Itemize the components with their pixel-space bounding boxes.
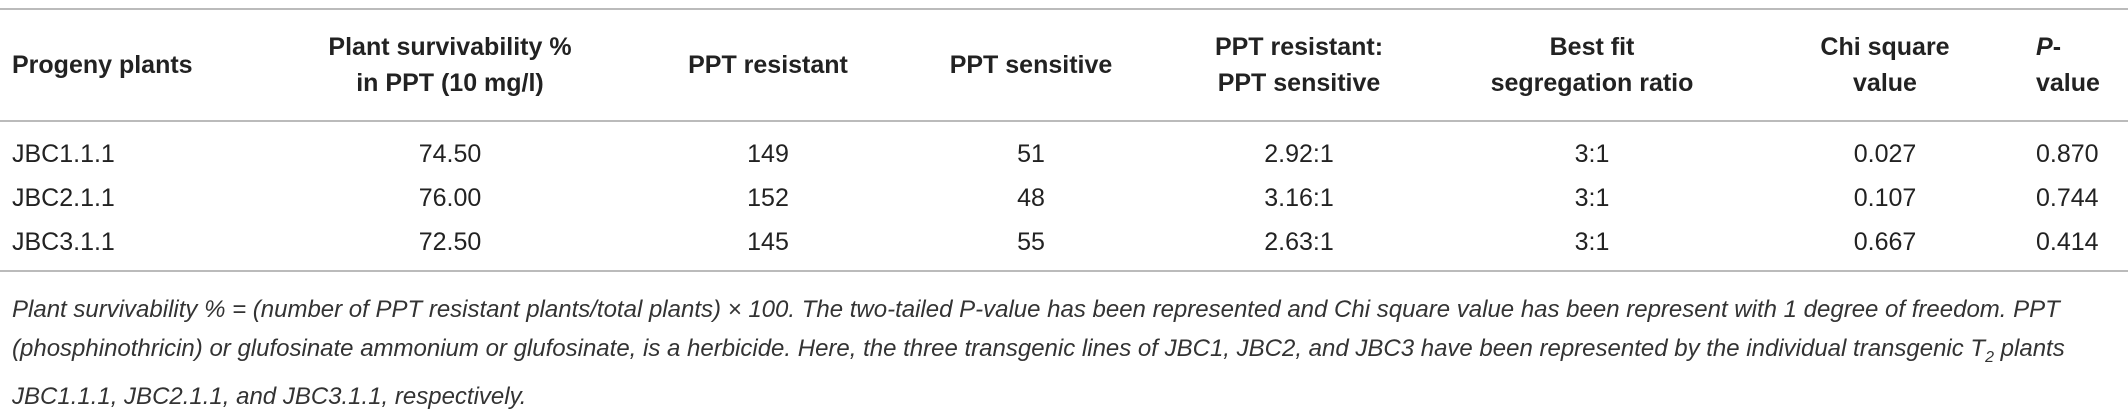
table-cell: 2.92:1: [1264, 139, 1334, 168]
table-cell: 0.870: [2036, 139, 2099, 168]
header-cell: P-value: [2024, 9, 2128, 121]
table-row: JBC3.1.1 72.50 145 55 2.63:1 3:1 0.667 0.414: [0, 220, 2128, 271]
header-cell: PPT resistant: [634, 9, 902, 121]
table-cell: 3:1: [1574, 139, 1610, 168]
header-text: Chi square: [1820, 33, 1950, 61]
table-cell: 0.667: [1853, 227, 1917, 256]
footnote: Plant survivability % = (number of PPT r…: [12, 290, 2116, 416]
table-cell: 48: [1017, 183, 1045, 212]
table-header: Progeny plants Plant survivability % in P…: [0, 9, 2128, 121]
header-text: -value: [2036, 33, 2100, 97]
header-text: PPT resistant:: [1214, 33, 1384, 61]
table-cell: 72.50: [418, 227, 482, 256]
table-cell: 149: [747, 139, 789, 168]
table-cell: JBC2.1.1: [12, 183, 115, 212]
table-cell: 76.00: [418, 183, 482, 212]
header-text: PPT sensitive: [1217, 69, 1381, 97]
header-cell: Chi square value: [1746, 9, 2024, 121]
header-cell: Progeny plants: [0, 9, 266, 121]
table-cell: 74.50: [418, 139, 482, 168]
header-text: PPT sensitive: [949, 51, 1113, 79]
table-cell: 3:1: [1574, 227, 1610, 256]
header-text: Plant survivability %: [328, 33, 572, 61]
table-cell: 0.414: [2036, 227, 2099, 256]
header-cell: Plant survivability % in PPT (10 mg/l): [266, 9, 634, 121]
table-cell: 51: [1017, 139, 1045, 168]
table-cell: 55: [1017, 227, 1045, 256]
header-cell: Best fit segregation ratio: [1438, 9, 1746, 121]
header-text: Best fit: [1549, 33, 1635, 61]
table-cell: 0.744: [2036, 183, 2099, 212]
header-cell: PPT resistant: PPT sensitive: [1160, 9, 1438, 121]
table-cell: 2.63:1: [1264, 227, 1334, 256]
data-table: Progeny plants Plant survivability % in P…: [0, 8, 2128, 272]
header-text: value: [1853, 69, 1917, 97]
footnote-subscript: 2: [1985, 348, 1994, 366]
header-text: PPT resistant: [688, 51, 848, 79]
table-cell: 0.027: [1853, 139, 1917, 168]
header-text: in PPT (10 mg/l): [356, 69, 544, 97]
table-cell: 3:1: [1574, 183, 1610, 212]
header-text: Progeny plants: [12, 51, 193, 79]
table-cell: JBC1.1.1: [12, 139, 115, 168]
table-row: JBC1.1.1 74.50 149 51 2.92:1 3:1 0.027 0.870: [0, 121, 2128, 176]
footnote-text: plants JBC1.1.1, JBC2.1.1, and JBC3.1.1,…: [12, 335, 2065, 410]
table-cell: 152: [747, 183, 789, 212]
table-cell: 3.16:1: [1264, 183, 1334, 212]
table-body: JBC1.1.1 74.50 149 51 2.92:1 3:1 0.027 0.870 JBC…: [0, 121, 2128, 271]
table-cell: 0.107: [1853, 183, 1917, 212]
header-row: Progeny plants Plant survivability % in P…: [0, 9, 2128, 121]
table-row: JBC2.1.1 76.00 152 48 3.16:1 3:1 0.107 0.744: [0, 176, 2128, 220]
header-text: segregation ratio: [1490, 69, 1694, 97]
table-cell: JBC3.1.1: [12, 227, 115, 256]
header-cell: PPT sensitive: [902, 9, 1160, 121]
header-text: P: [2036, 33, 2053, 61]
table-cell: 145: [747, 227, 789, 256]
footnote-text: Plant survivability % = (number of PPT r…: [12, 296, 2060, 362]
